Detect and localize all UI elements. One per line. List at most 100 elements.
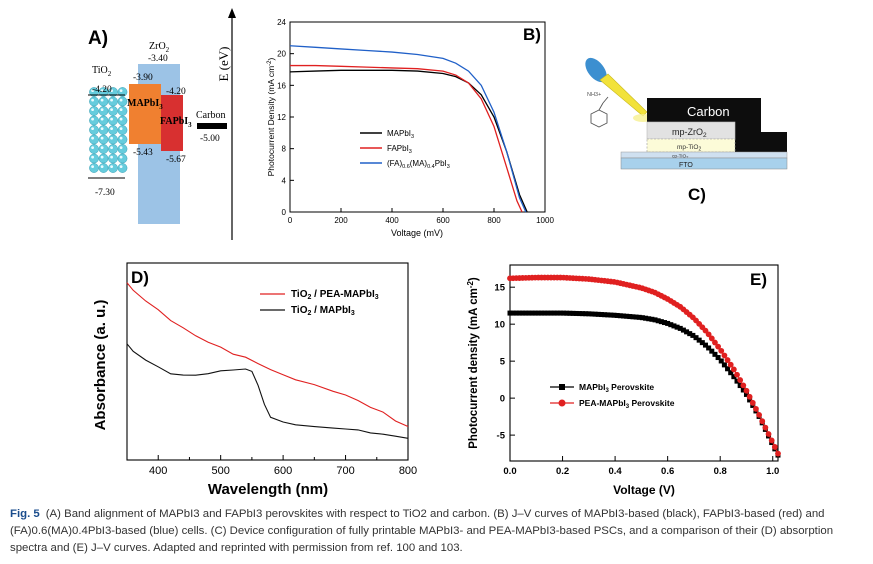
y-tick-label: -5 bbox=[497, 431, 506, 442]
x-tick-label: 0.4 bbox=[608, 466, 622, 477]
mp-tio2-layer-label: mp-TiO2 bbox=[677, 144, 701, 153]
pea-molecule-icon bbox=[590, 96, 609, 128]
tio2-nanoparticle-highlight bbox=[119, 165, 123, 169]
jv-line-1 bbox=[509, 277, 779, 454]
jv-point-square bbox=[734, 378, 740, 384]
panel-b-axes: 0 200 400 600 800 1000 0 4 8 12 16 20 24 bbox=[277, 18, 554, 225]
panel-d-legend: TiO2 / PEA-MAPbI3 TiO2 / MAPbI3 bbox=[260, 289, 379, 317]
panel-e-label: E) bbox=[750, 270, 767, 289]
tio2-nanoparticle-highlight bbox=[100, 89, 104, 92]
jv-point-square bbox=[583, 311, 589, 317]
tio2-nanoparticle bbox=[89, 163, 99, 173]
jv-point-square bbox=[737, 383, 743, 389]
jv-point-square bbox=[649, 316, 655, 322]
legend-label-pea-perovskite: PEA-MAPbI3 Perovskite bbox=[579, 398, 675, 410]
tio2-nanoparticle-highlight bbox=[110, 108, 113, 111]
tio2-nanoparticle-highlight bbox=[119, 136, 123, 140]
zro2-layer-label: mp-ZrO2 bbox=[672, 127, 707, 139]
jv-point-square bbox=[542, 310, 548, 316]
tio2-nanoparticle bbox=[98, 144, 109, 154]
tio2-nanoparticle-highlight bbox=[100, 165, 104, 169]
panel-b-legend: MAPbI3 FAPbI3 (FA)0.6(MA)0.4PbI3 bbox=[360, 129, 450, 170]
legend-label-fapbi3: FAPbI3 bbox=[387, 144, 412, 155]
x-tick-label: 0.6 bbox=[661, 466, 674, 477]
legend-label-pea: TiO2 / PEA-MAPbI3 bbox=[291, 289, 379, 301]
tio2-nanoparticle bbox=[108, 134, 118, 145]
jv-point-circle bbox=[737, 377, 744, 383]
jv-point-square bbox=[513, 310, 519, 316]
tio2-nanoparticle-highlight bbox=[91, 98, 94, 102]
tio2-nanoparticle bbox=[108, 106, 118, 116]
x-tick-label: 1.0 bbox=[766, 466, 779, 477]
jv-point-square bbox=[557, 310, 563, 316]
fapbi3-cb-value: -4.20 bbox=[166, 87, 186, 97]
jv-point-square bbox=[576, 311, 582, 317]
jv-point-circle bbox=[740, 382, 747, 389]
jv-point-square bbox=[520, 310, 526, 316]
jv-point-square bbox=[510, 310, 516, 316]
jv-point-square bbox=[728, 370, 734, 376]
legend-label-fama: (FA)0.6(MA)0.4PbI3 bbox=[387, 159, 450, 170]
panel-b-label: B) bbox=[523, 25, 541, 44]
carbon-label: Carbon bbox=[196, 110, 225, 121]
jv-point-circle bbox=[746, 393, 753, 400]
jv-point-square bbox=[608, 312, 614, 318]
jv-point-square bbox=[696, 337, 702, 343]
y-tick-label: 16 bbox=[277, 81, 286, 90]
jv-point-square bbox=[529, 310, 535, 316]
jv-point-circle bbox=[762, 424, 769, 431]
x-tick-label: 400 bbox=[149, 465, 167, 477]
carbon-level-bar bbox=[197, 123, 227, 129]
y-tick-label: 15 bbox=[494, 283, 505, 294]
x-tick-label: 200 bbox=[334, 216, 348, 225]
tio2-nanoparticle bbox=[89, 134, 99, 145]
jv-point-circle bbox=[749, 399, 756, 406]
dropper-bulb-icon bbox=[585, 57, 607, 83]
tio2-nanoparticle-highlight bbox=[110, 117, 113, 121]
jv-point-square bbox=[507, 310, 513, 316]
jv-point-square bbox=[658, 319, 664, 325]
tio2-nanoparticle-highlight bbox=[119, 146, 123, 150]
fapbi3-vb-value: -5.67 bbox=[166, 155, 186, 165]
jv-point-square bbox=[740, 387, 746, 393]
jv-point-square bbox=[592, 311, 598, 317]
jv-point-square bbox=[725, 366, 731, 372]
panel-e-y-axis-label: Photocurrent density (mA cm-2) bbox=[466, 277, 480, 449]
tio2-nanoparticle bbox=[89, 144, 99, 154]
panel-b-plot-frame bbox=[289, 21, 546, 213]
cp-tio2-layer bbox=[620, 151, 788, 159]
tio2-nanoparticle bbox=[108, 115, 118, 126]
tio2-nanoparticle-highlight bbox=[91, 108, 94, 111]
tio2-nanoparticle-highlight bbox=[91, 117, 94, 121]
jv-point-square bbox=[551, 310, 557, 316]
zro2-label: ZrO2 bbox=[149, 41, 170, 54]
panel-d-y-axis-label: Absorbance (a. u.) bbox=[92, 300, 109, 431]
tio2-nanoparticle bbox=[89, 106, 99, 116]
jv-point-square bbox=[639, 315, 645, 321]
jv-point-square bbox=[674, 324, 680, 330]
tio2-nanoparticle-highlight bbox=[91, 155, 94, 159]
tio2-nanoparticle-highlight bbox=[100, 146, 104, 150]
tio2-nanoparticle bbox=[89, 125, 99, 135]
jv-point-square bbox=[668, 322, 674, 328]
series-line-2 bbox=[289, 45, 527, 213]
legend-square-marker bbox=[559, 384, 565, 390]
jv-point-square bbox=[516, 310, 522, 316]
jv-point-square bbox=[718, 358, 724, 364]
spectrum-line-0 bbox=[126, 282, 409, 428]
panel-a-label: A) bbox=[88, 28, 108, 49]
x-tick-label: 800 bbox=[487, 216, 501, 225]
energy-axis-arrow-icon bbox=[228, 8, 236, 18]
jv-point-square bbox=[605, 312, 611, 318]
jv-point-square bbox=[595, 311, 601, 317]
tio2-nanoparticle bbox=[98, 153, 109, 164]
jv-point-square bbox=[567, 310, 573, 316]
tio2-nanoparticle bbox=[98, 96, 109, 107]
energy-axis-label: E (eV) bbox=[216, 46, 231, 81]
x-tick-label: 400 bbox=[385, 216, 399, 225]
jv-point-circle bbox=[715, 343, 721, 350]
jv-point-square bbox=[712, 351, 718, 357]
tio2-nanoparticle bbox=[98, 125, 109, 135]
jv-point-circle bbox=[768, 437, 775, 444]
tio2-nanoparticle-highlight bbox=[119, 127, 123, 130]
